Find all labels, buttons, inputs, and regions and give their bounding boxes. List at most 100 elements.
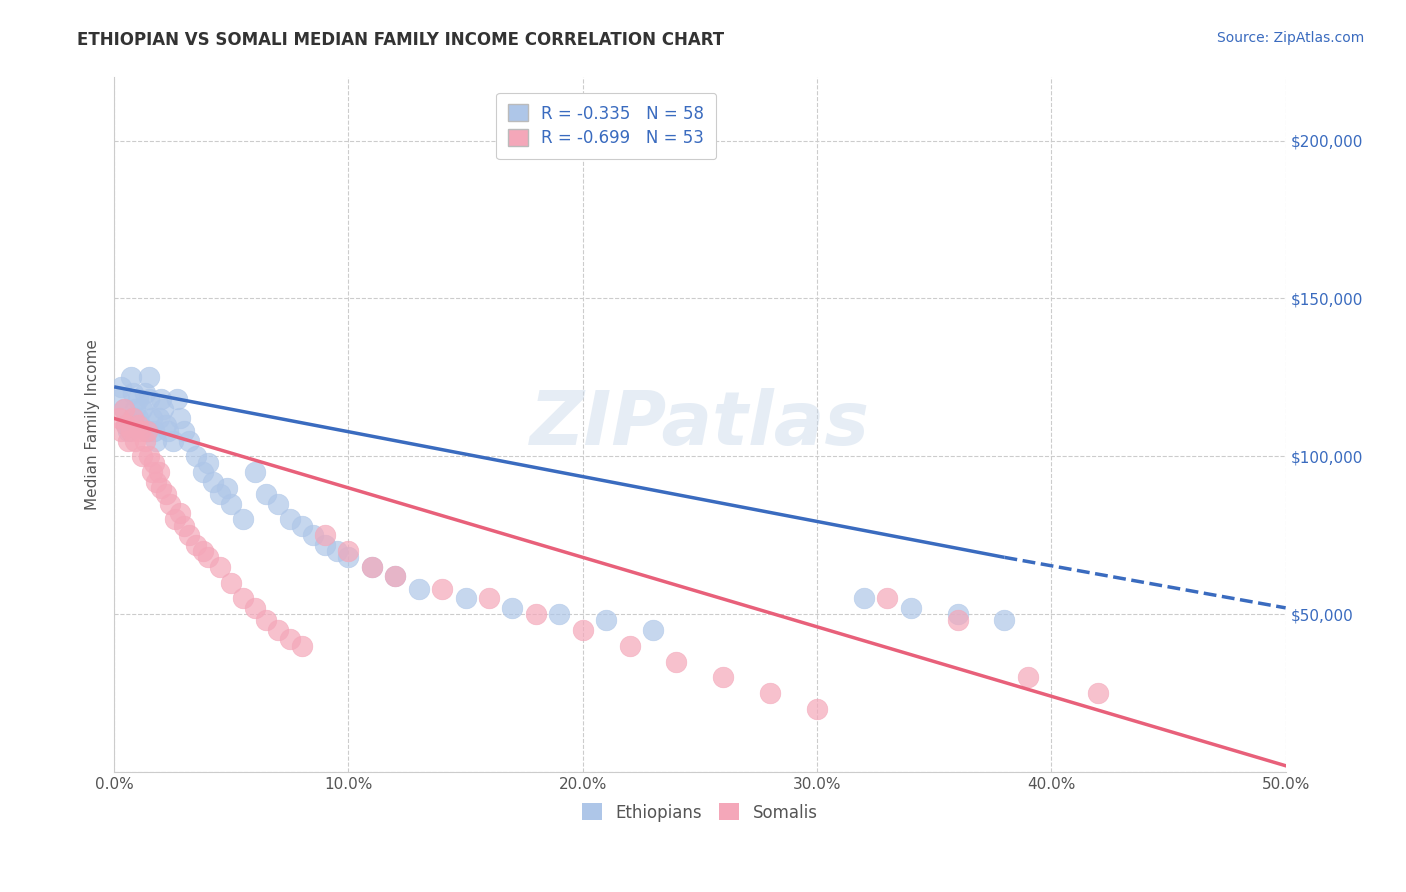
- Point: [408, 582, 430, 596]
- Point: [145, 434, 167, 448]
- Point: [148, 411, 170, 425]
- Point: [131, 450, 153, 464]
- Point: [124, 434, 146, 448]
- Point: [131, 401, 153, 416]
- Point: [215, 481, 238, 495]
- Point: [806, 702, 828, 716]
- Point: [148, 465, 170, 479]
- Point: [141, 465, 163, 479]
- Point: [173, 518, 195, 533]
- Point: [120, 424, 142, 438]
- Point: [150, 481, 173, 495]
- Point: [267, 497, 290, 511]
- Point: [314, 538, 336, 552]
- Y-axis label: Median Family Income: Median Family Income: [86, 339, 100, 510]
- Point: [361, 559, 384, 574]
- Point: [124, 401, 146, 416]
- Point: [143, 424, 166, 438]
- Point: [115, 417, 138, 432]
- Point: [129, 417, 152, 432]
- Point: [478, 591, 501, 606]
- Point: [571, 623, 593, 637]
- Point: [243, 465, 266, 479]
- Point: [150, 392, 173, 407]
- Point: [127, 417, 149, 432]
- Point: [157, 424, 180, 438]
- Point: [145, 475, 167, 489]
- Point: [900, 600, 922, 615]
- Point: [432, 582, 454, 596]
- Point: [454, 591, 477, 606]
- Point: [208, 559, 231, 574]
- Point: [169, 506, 191, 520]
- Point: [256, 487, 278, 501]
- Point: [143, 456, 166, 470]
- Point: [759, 686, 782, 700]
- Text: ETHIOPIAN VS SOMALI MEDIAN FAMILY INCOME CORRELATION CHART: ETHIOPIAN VS SOMALI MEDIAN FAMILY INCOME…: [77, 31, 724, 49]
- Point: [162, 434, 184, 448]
- Point: [127, 392, 149, 407]
- Point: [548, 607, 571, 622]
- Point: [134, 386, 156, 401]
- Point: [384, 569, 406, 583]
- Point: [179, 434, 201, 448]
- Point: [179, 528, 201, 542]
- Point: [152, 401, 174, 416]
- Point: [186, 538, 208, 552]
- Point: [173, 424, 195, 438]
- Point: [221, 497, 243, 511]
- Point: [314, 528, 336, 542]
- Point: [267, 623, 290, 637]
- Point: [141, 411, 163, 425]
- Point: [117, 424, 139, 438]
- Point: [208, 487, 231, 501]
- Point: [108, 411, 131, 425]
- Point: [110, 424, 132, 438]
- Point: [665, 655, 688, 669]
- Point: [291, 518, 314, 533]
- Point: [136, 424, 159, 438]
- Point: [193, 465, 215, 479]
- Point: [852, 591, 875, 606]
- Text: Source: ZipAtlas.com: Source: ZipAtlas.com: [1216, 31, 1364, 45]
- Point: [384, 569, 406, 583]
- Point: [112, 401, 135, 416]
- Point: [169, 411, 191, 425]
- Point: [159, 497, 181, 511]
- Point: [197, 456, 219, 470]
- Point: [1017, 670, 1039, 684]
- Point: [619, 639, 641, 653]
- Point: [165, 512, 187, 526]
- Point: [232, 512, 254, 526]
- Point: [711, 670, 734, 684]
- Point: [256, 614, 278, 628]
- Point: [946, 607, 969, 622]
- Point: [138, 450, 160, 464]
- Point: [524, 607, 547, 622]
- Point: [232, 591, 254, 606]
- Point: [993, 614, 1015, 628]
- Point: [595, 614, 617, 628]
- Point: [155, 487, 177, 501]
- Point: [201, 475, 224, 489]
- Point: [337, 550, 360, 565]
- Point: [1087, 686, 1109, 700]
- Point: [501, 600, 523, 615]
- Point: [120, 370, 142, 384]
- Point: [134, 434, 156, 448]
- Point: [243, 600, 266, 615]
- Point: [326, 544, 349, 558]
- Point: [193, 544, 215, 558]
- Point: [641, 623, 664, 637]
- Point: [166, 392, 188, 407]
- Point: [278, 632, 301, 647]
- Point: [876, 591, 898, 606]
- Point: [117, 434, 139, 448]
- Point: [129, 424, 152, 438]
- Point: [946, 614, 969, 628]
- Point: [112, 401, 135, 416]
- Point: [221, 575, 243, 590]
- Point: [122, 411, 145, 425]
- Text: ZIPatlas: ZIPatlas: [530, 388, 870, 461]
- Point: [115, 417, 138, 432]
